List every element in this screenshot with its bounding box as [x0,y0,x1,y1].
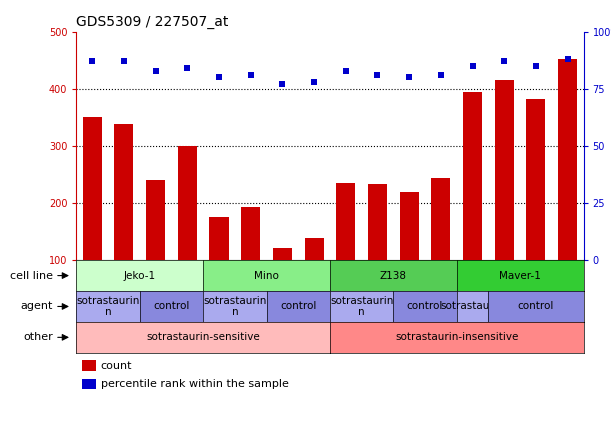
Text: sotrastaurin
n: sotrastaurin n [330,296,393,317]
Point [246,72,255,79]
Point [151,67,161,74]
Point [499,58,509,65]
Text: control: control [518,302,554,311]
Bar [463,92,482,317]
Point [341,67,351,74]
Bar [336,183,356,317]
Text: agent: agent [20,302,53,311]
Text: control: control [407,302,443,311]
Bar [146,180,165,317]
Bar [368,184,387,317]
Point [119,58,129,65]
Text: count: count [101,360,133,371]
Text: GDS5309 / 227507_at: GDS5309 / 227507_at [76,15,229,29]
Point [183,65,192,71]
Point [214,74,224,81]
Bar [558,58,577,317]
Text: sotrastaurin-insensitive: sotrastaurin-insensitive [395,332,518,342]
Text: sotrastaurin
n: sotrastaurin n [203,296,266,317]
Bar [241,207,260,317]
Bar [495,80,514,317]
Point [373,72,382,79]
Bar [527,99,546,317]
Text: sotrastaurin
n: sotrastaurin n [76,296,140,317]
Bar [431,179,450,317]
Point [563,56,573,63]
Text: percentile rank within the sample: percentile rank within the sample [101,379,288,389]
Bar [114,124,133,317]
Bar [273,247,292,317]
Text: control: control [153,302,189,311]
Text: sotrastaurin-sensitive: sotrastaurin-sensitive [146,332,260,342]
Text: control: control [280,302,316,311]
Text: Maver-1: Maver-1 [499,271,541,280]
Text: Mino: Mino [254,271,279,280]
Text: other: other [23,332,53,342]
Point [87,58,97,65]
Bar [82,379,96,389]
Text: cell line: cell line [10,271,53,280]
Text: Z138: Z138 [380,271,407,280]
Bar [400,192,419,317]
Point [531,63,541,69]
Text: Jeko-1: Jeko-1 [123,271,156,280]
Point [467,63,477,69]
Bar [82,117,102,317]
Point [277,81,287,88]
Point [404,74,414,81]
Bar [210,217,229,317]
Point [436,72,446,79]
Bar [178,146,197,317]
Bar [82,360,96,371]
Bar [305,239,324,317]
Text: sotrastaurin: sotrastaurin [441,302,504,311]
Point [309,79,319,85]
